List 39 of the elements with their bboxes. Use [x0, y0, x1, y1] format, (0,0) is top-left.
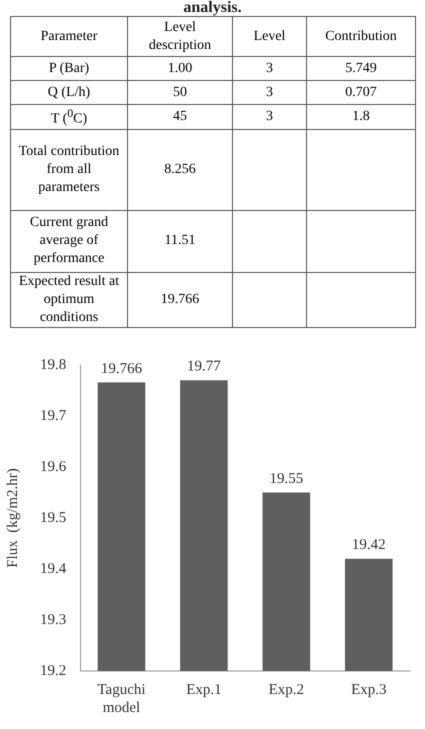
text: 3 — [266, 108, 273, 124]
x-tick-label: Taguchi model — [97, 682, 146, 716]
text: Current grand average of performance — [30, 215, 108, 266]
text: 1.00 — [168, 60, 192, 76]
text: Q (L/h) — [48, 84, 90, 100]
x-tick-label: Exp.1 — [186, 682, 222, 698]
text: 1.8 — [352, 108, 370, 124]
text: 5.749 — [345, 60, 377, 76]
y-tick-label: 19.2 — [40, 662, 66, 679]
data-label: 19.766 — [100, 360, 143, 377]
text: 50 — [173, 84, 187, 100]
category-label: Level description — [128, 16, 232, 56]
text: 19.766 — [160, 292, 200, 307]
x-tick-label: Exp.2 — [268, 682, 304, 698]
text: 3 — [266, 84, 273, 100]
y-axis-title: Flux (kg/m2.hr) — [4, 468, 21, 568]
y-tick-label: 19.5 — [40, 510, 66, 526]
y-tick-label: 19.6 — [40, 458, 67, 475]
data-label: 19.55 — [269, 470, 304, 487]
category-label: Contribution — [306, 16, 416, 56]
x-tick-label: Exp.3 — [351, 682, 386, 698]
text: 0.707 — [345, 84, 377, 100]
data-label: 19.77 — [187, 358, 222, 375]
y-tick-label: 19.3 — [40, 612, 66, 628]
text: Total contribution from all parameters — [18, 144, 120, 195]
y-tick-label: 19.8 — [40, 356, 66, 373]
y-tick-label: 19.4 — [40, 560, 67, 577]
text: 45 — [173, 108, 187, 124]
text: analysis. — [182, 0, 243, 16]
text: T ($^{0}$C) — [50, 107, 88, 127]
text: Expected result at optimum conditions — [18, 274, 120, 325]
text: P (Bar) — [48, 60, 90, 76]
data-label: 19.42 — [352, 537, 386, 554]
category-label: Parameter — [10, 16, 128, 56]
category-label: Level — [232, 16, 306, 56]
y-tick-label: 19.7 — [40, 408, 67, 424]
text: 3 — [266, 60, 273, 76]
text: 8.256 — [164, 162, 196, 177]
text: 11.51 — [164, 233, 196, 248]
